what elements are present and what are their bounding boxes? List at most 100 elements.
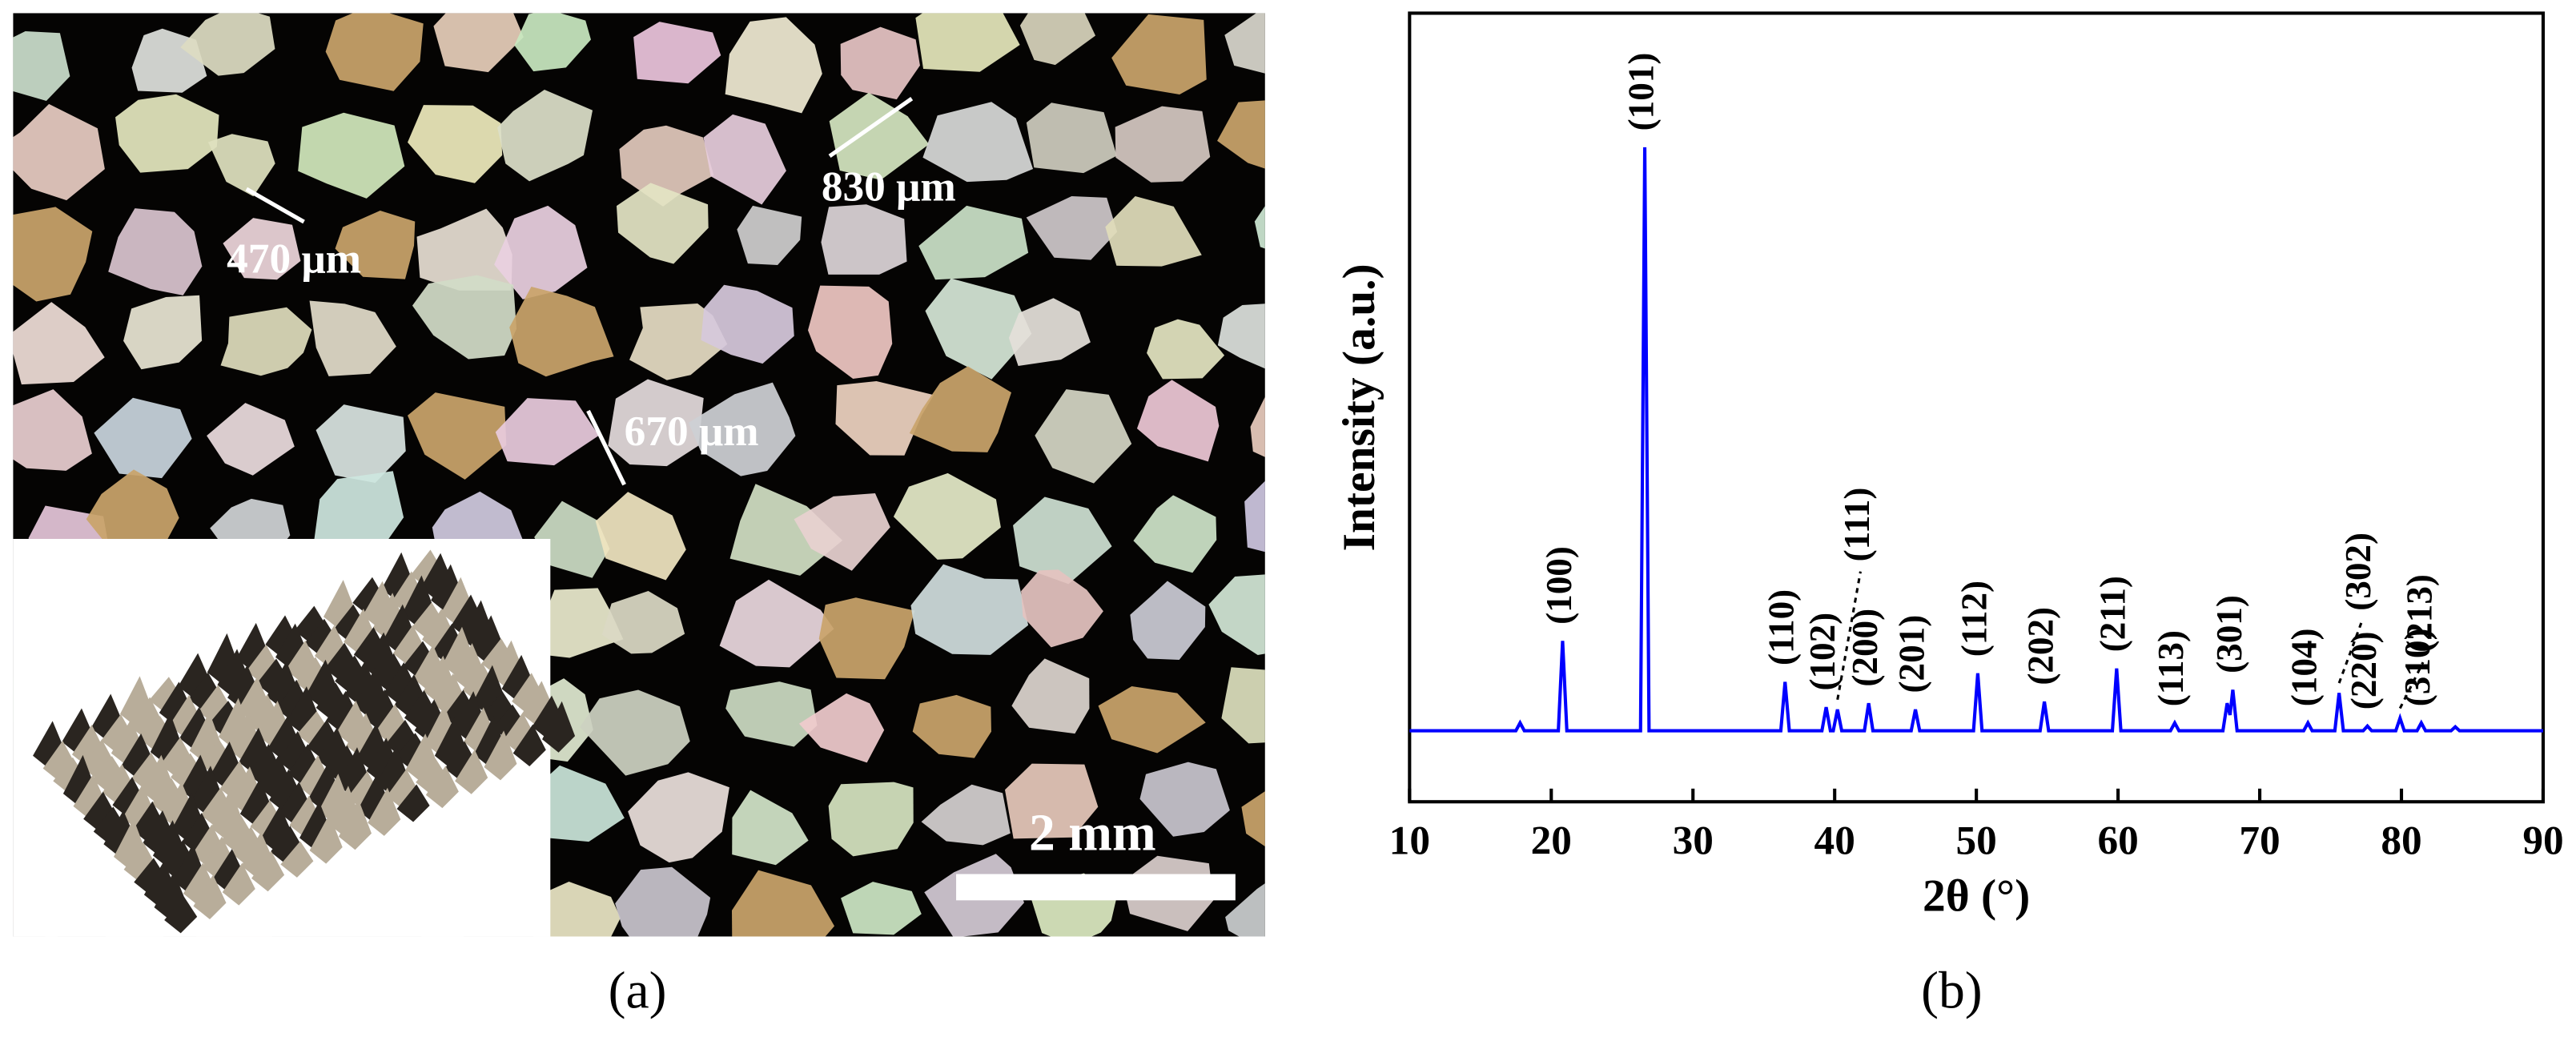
grain	[729, 484, 843, 576]
grain	[315, 404, 406, 484]
grain	[298, 112, 405, 199]
caption: (a)	[609, 961, 667, 1019]
grain	[633, 22, 721, 84]
grain	[1147, 319, 1225, 380]
grain	[922, 102, 1034, 183]
grain	[601, 591, 685, 654]
grain	[580, 689, 690, 776]
grain	[732, 790, 809, 866]
leader-line	[1836, 571, 1862, 700]
grain	[313, 471, 404, 553]
grain	[1105, 196, 1202, 267]
peak-label: (220)	[2344, 631, 2384, 709]
grain	[123, 295, 203, 370]
x-tick-label: 40	[1814, 818, 1855, 863]
grain	[541, 588, 624, 658]
grain	[13, 31, 70, 102]
size-label: 670 μm	[625, 407, 759, 455]
inset-surface	[33, 549, 576, 934]
peak-label: (302)	[2338, 533, 2378, 611]
grain	[808, 285, 893, 379]
grain	[309, 300, 396, 376]
inset-grain	[484, 730, 517, 781]
x-tick-label: 90	[2522, 818, 2563, 863]
grain	[1021, 569, 1103, 648]
grain	[497, 90, 593, 182]
scale-bar	[956, 874, 1236, 901]
grain	[1224, 13, 1265, 74]
grain	[408, 105, 503, 183]
grain	[534, 500, 610, 578]
peak-label: (201)	[1891, 615, 1931, 693]
grain	[615, 866, 711, 937]
grain	[840, 26, 920, 100]
grain	[325, 13, 424, 91]
inset-grain	[368, 787, 401, 836]
inset-grain	[309, 814, 343, 864]
leader-line	[2337, 620, 2364, 684]
x-tick-label: 80	[2381, 818, 2421, 863]
y-axis-label: Intensity (a.u.)	[1334, 263, 1384, 551]
grain	[1026, 102, 1117, 174]
grain	[798, 693, 885, 763]
grain	[841, 882, 922, 935]
peak-label: (110)	[1762, 589, 1802, 665]
grain	[494, 205, 588, 299]
grain	[619, 125, 714, 207]
grain	[1035, 389, 1132, 484]
grain	[719, 579, 834, 668]
grain	[1098, 686, 1206, 754]
inset-grain	[193, 874, 227, 920]
grain	[835, 381, 934, 456]
size-label: 830 μm	[822, 162, 956, 210]
grain	[1008, 298, 1091, 366]
inset-grain	[222, 862, 255, 906]
grain	[13, 103, 105, 201]
grain	[608, 379, 704, 467]
arrow	[586, 409, 626, 486]
x-tick-label: 70	[2239, 818, 2280, 863]
grain	[514, 13, 591, 72]
peak-label: (113)	[2151, 630, 2191, 706]
inset-grain	[512, 724, 546, 767]
grain	[13, 207, 93, 302]
grain	[616, 183, 709, 264]
caption: (b)	[1921, 961, 1983, 1019]
leader-line	[2398, 661, 2425, 709]
grain	[1208, 574, 1265, 656]
peak-label: (301)	[2209, 595, 2249, 673]
arrows	[245, 97, 914, 486]
grain	[94, 397, 192, 479]
grain	[725, 17, 822, 114]
grain	[909, 366, 1012, 452]
grain	[628, 772, 729, 863]
x-tick-label: 60	[2097, 818, 2138, 863]
inset-grain	[396, 784, 430, 822]
grain	[893, 472, 1001, 560]
grain	[1026, 196, 1118, 260]
peak-label: (202)	[2020, 607, 2060, 685]
grain	[1225, 883, 1265, 937]
grain	[1254, 206, 1265, 249]
grain	[220, 307, 312, 376]
grain	[335, 211, 416, 279]
grain	[1221, 667, 1265, 744]
grain	[223, 218, 301, 280]
peak-label: (211)	[2093, 576, 2133, 652]
grain	[701, 284, 794, 364]
grain	[1115, 106, 1211, 183]
grain	[86, 469, 179, 558]
inset-grain	[251, 850, 285, 892]
x-tick-label: 50	[1956, 818, 1997, 863]
inset-grain	[542, 701, 576, 753]
grain	[821, 204, 907, 275]
x-axis-label: 2θ (°)	[1923, 871, 2030, 922]
grain	[495, 398, 599, 466]
inset-grain	[455, 749, 488, 794]
grain	[915, 13, 1020, 72]
grain	[725, 681, 818, 747]
grain	[433, 13, 524, 73]
grain	[595, 492, 686, 581]
grain	[1004, 763, 1099, 839]
